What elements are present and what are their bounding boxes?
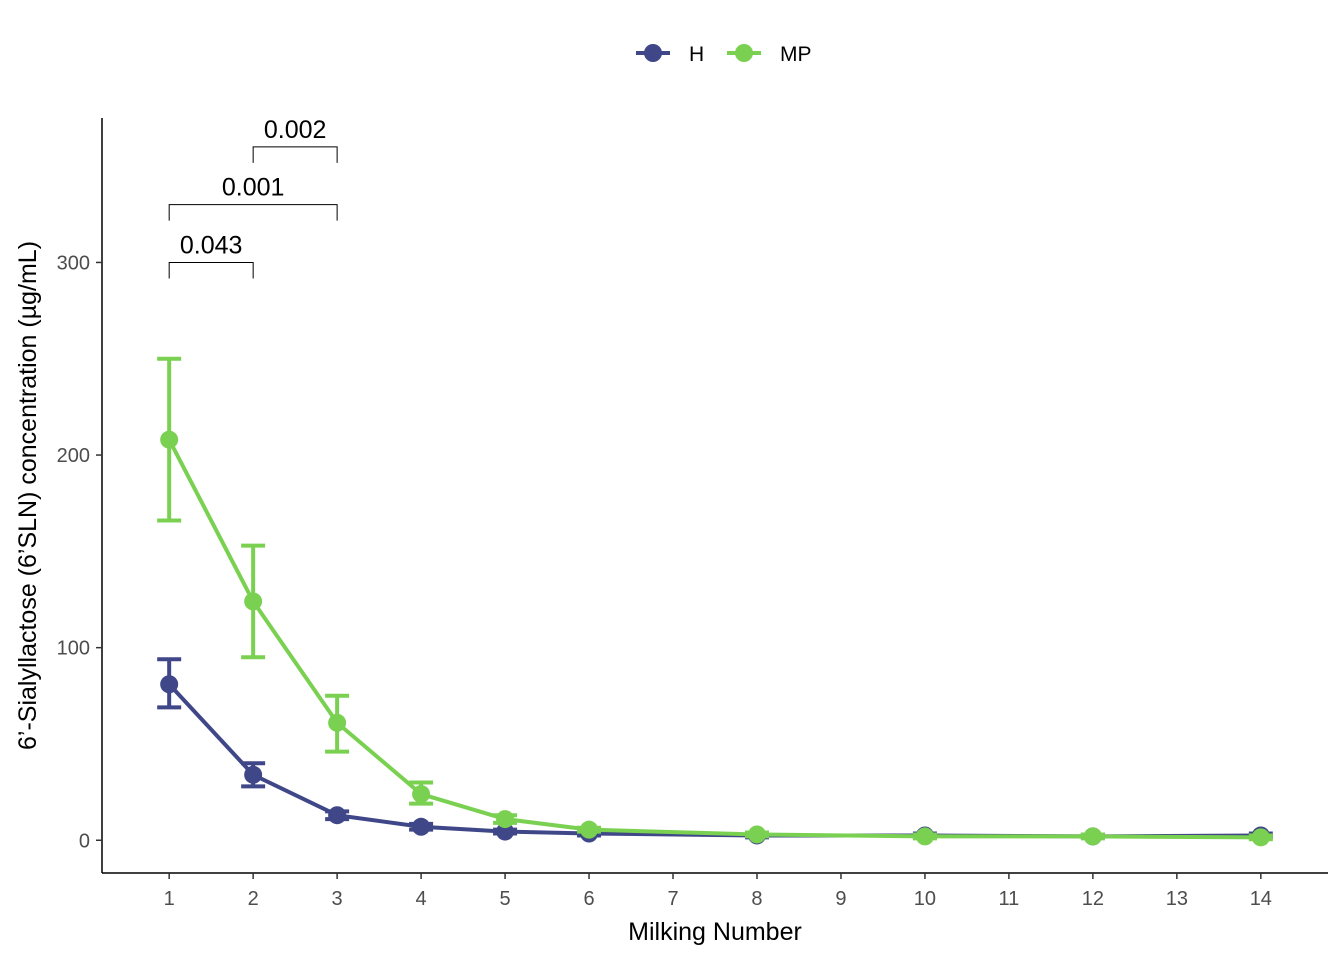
x-tick-label: 6 xyxy=(583,888,594,910)
y-axis-title: 6’-Sialyllactose (6’SLN) concentration (… xyxy=(14,241,42,750)
x-axis-ticks: 1 2 3 4 5 6 7 8 9 10 11 12 13 14 xyxy=(164,873,1272,910)
data-point xyxy=(580,820,599,839)
legend-marker xyxy=(735,44,753,62)
data-point xyxy=(412,817,431,836)
x-tick-label: 3 xyxy=(332,888,343,910)
data-point xyxy=(1251,828,1270,847)
p-value-label: 0.001 xyxy=(222,174,285,202)
data-point xyxy=(244,765,263,784)
legend-marker xyxy=(644,44,662,62)
data-point xyxy=(328,806,347,825)
data-point xyxy=(328,713,347,732)
series-h xyxy=(157,657,1273,846)
data-point xyxy=(747,825,766,844)
x-tick-label: 2 xyxy=(248,888,259,910)
x-tick-label: 1 xyxy=(164,888,175,910)
y-tick-label: 300 xyxy=(57,252,90,274)
y-tick-label: 100 xyxy=(57,638,90,660)
y-tick-label: 200 xyxy=(57,445,90,467)
significance-brackets: 0.043 0.001 0.002 xyxy=(168,116,338,279)
x-axis-title: Milking Number xyxy=(628,918,802,946)
significance-bracket: 0.002 xyxy=(252,116,338,163)
legend-label: H xyxy=(689,43,704,66)
legend-label: MP xyxy=(780,43,812,66)
y-tick-label: 0 xyxy=(79,830,90,852)
significance-bracket: 0.001 xyxy=(168,174,338,221)
legend-item-mp: MP xyxy=(727,43,812,66)
data-point xyxy=(915,827,934,846)
y-axis-ticks: 0 100 200 300 xyxy=(57,252,102,852)
data-point xyxy=(412,785,431,804)
series-line xyxy=(167,438,1261,840)
x-tick-label: 10 xyxy=(914,888,936,910)
data-point xyxy=(496,822,515,841)
data-point xyxy=(496,810,515,829)
x-tick-label: 14 xyxy=(1250,888,1272,910)
series-layer xyxy=(157,356,1273,847)
bracket-line xyxy=(252,146,338,163)
legend: H MP xyxy=(636,43,812,66)
bracket-line xyxy=(168,204,338,221)
bracket-line xyxy=(168,261,254,279)
data-point xyxy=(160,430,179,449)
data-point xyxy=(244,592,263,611)
data-point xyxy=(1083,827,1102,846)
legend-item-h: H xyxy=(636,43,704,66)
x-tick-label: 5 xyxy=(500,888,511,910)
x-tick-label: 8 xyxy=(751,888,762,910)
x-tick-label: 12 xyxy=(1082,888,1104,910)
x-tick-label: 9 xyxy=(835,888,846,910)
series-mp xyxy=(157,356,1273,847)
data-point xyxy=(160,675,179,694)
p-value-label: 0.043 xyxy=(180,231,243,259)
x-tick-label: 7 xyxy=(667,888,678,910)
x-tick-label: 13 xyxy=(1166,888,1188,910)
x-tick-label: 4 xyxy=(416,888,427,910)
x-tick-label: 11 xyxy=(999,888,1020,910)
p-value-label: 0.002 xyxy=(264,116,327,144)
significance-bracket: 0.043 xyxy=(168,231,254,279)
